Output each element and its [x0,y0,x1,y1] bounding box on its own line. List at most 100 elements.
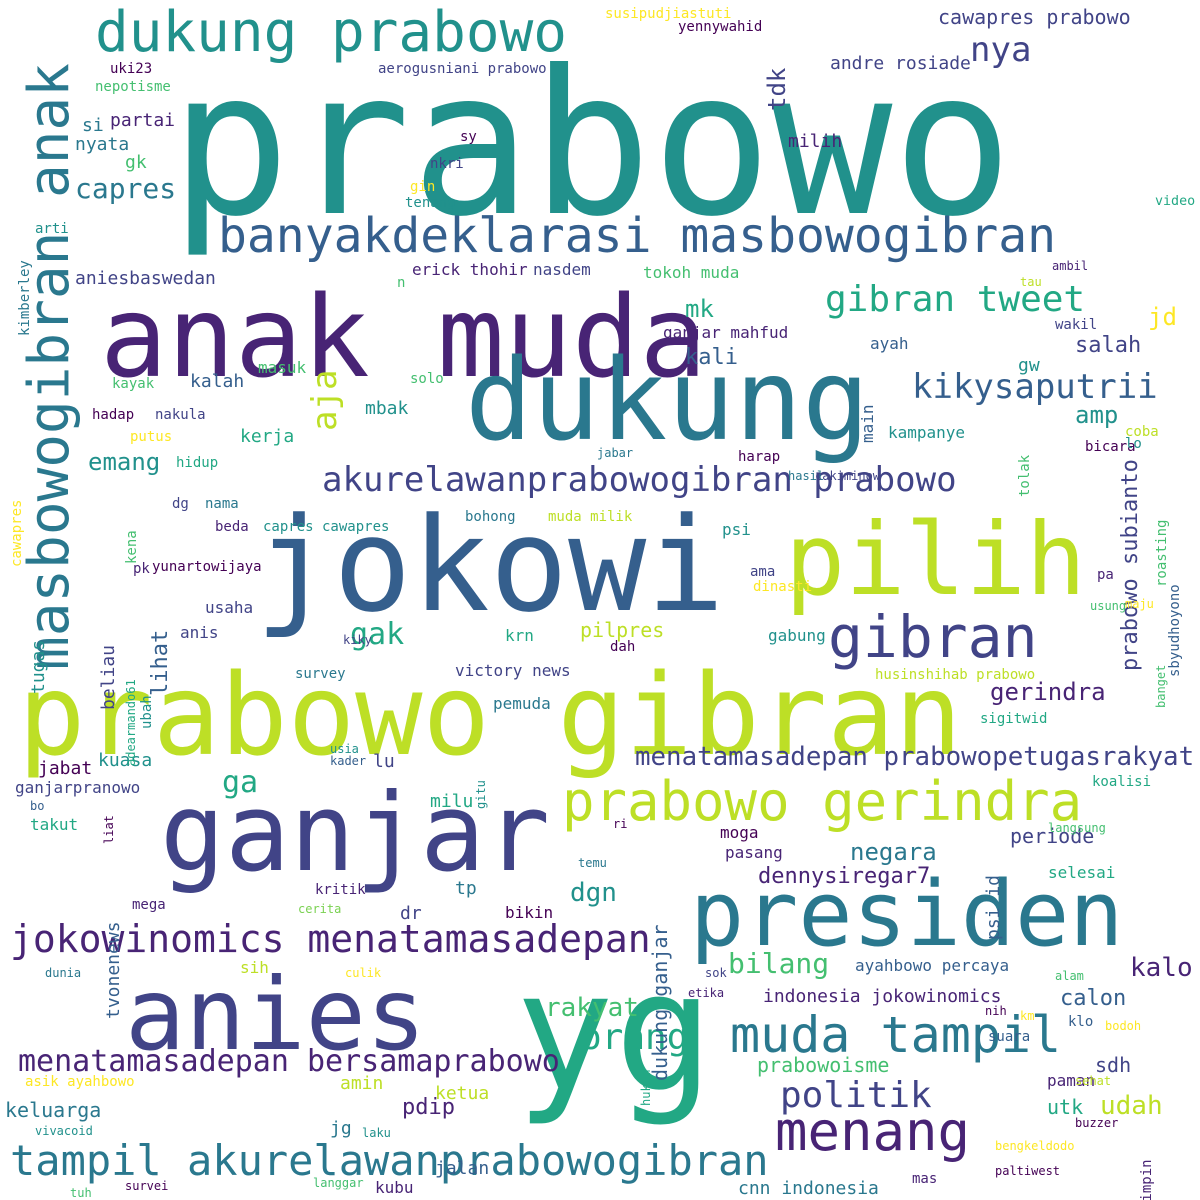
word-pilih: pilih [785,501,1087,618]
word-jalan: jalan [435,1158,490,1179]
word-krn: krn [505,626,534,645]
word-beliau: beliau [98,644,119,710]
word-jd: jd [1148,303,1177,331]
word-partai: partai [110,110,176,131]
word-paman: paman [1047,1071,1096,1090]
word-sok: sok [705,966,727,980]
word-kali: kali [685,345,738,370]
word-kena: kena [124,529,140,564]
word-kikysaputrii: kikysaputrii [912,367,1158,407]
word-tuh: tuh [70,1186,92,1200]
word-nyata: nyata [75,134,130,155]
word-yennywahid: yennywahid [678,19,763,35]
word-ri: ri [613,817,628,831]
word-amp: amp [1075,401,1119,429]
word-bikin: bikin [505,903,554,922]
word-si: si [82,115,104,136]
word-gerindra: gerindra [990,678,1106,706]
word-sy: sy [460,129,477,145]
word-kerja: kerja [240,426,295,447]
word-gibran-tweet: gibran tweet [825,279,1086,320]
word-anies: anies [125,956,427,1073]
word-dinasti: dinasti [753,579,813,595]
word-gitu: gitu [474,779,488,809]
word-dr: dr [400,903,422,924]
word-milu: milu [430,791,474,812]
word-suara: suara [988,1029,1031,1045]
word-nama: nama [205,496,239,512]
word-etika: etika [688,986,725,1000]
word-ganjar-mahfud: ganjar mahfud [663,323,789,342]
word-menatamasadepan-bersamaprabowo: menatamasadepan bersamaprabowo [18,1044,560,1079]
word-ayah: ayah [870,334,909,353]
word-pilpres: pilpres [580,618,665,642]
word-culik: culik [345,966,382,980]
word-koalisi: koalisi [1092,774,1152,790]
word-ga: ga [222,765,259,800]
word-salah: salah [1075,333,1142,358]
word-yg: yg [515,936,714,1128]
word-prabowoisme: prabowoisme [757,1053,890,1077]
word-bicara: bicara [1085,439,1136,455]
word-udah: udah [1100,1091,1163,1121]
word-anak-muda: anak muda [100,273,707,403]
word-prabowo: prabowo [170,28,1013,261]
word-keluarga: keluarga [5,1098,102,1122]
word-nasdem: nasdem [533,260,591,279]
word-dukung-prabowo: dukung prabowo [95,0,568,65]
word-orang: orang [580,1017,689,1058]
word-dg: dg [172,496,189,512]
word-cawapres-prabowo: cawapres prabowo [938,5,1131,29]
word-uki23: uki23 [110,61,153,77]
word-km: km [1020,1009,1035,1023]
word-harap: harap [738,449,781,465]
word-prabowo-subianto: prabowo subianto [1118,459,1143,672]
word-nih: nih [985,1004,1007,1018]
word-maju: maju [1125,597,1154,611]
word-banget: banget [1154,664,1168,709]
word-laku: laku [362,1126,391,1140]
word-cakiminow: cakiminow [815,469,881,483]
word-muda-tampil: muda tampil [730,1006,1062,1064]
word-mbak: mbak [365,398,409,419]
word-kampanye: kampanye [888,423,966,442]
word-milih: milih [788,131,843,152]
word-bodoh: bodoh [1105,1019,1142,1033]
word-emang: emang [88,448,161,476]
word-tvonenews: tvonenews [103,921,124,1020]
word-utk: utk [1047,1095,1084,1119]
word-buzzer: buzzer [1075,1116,1119,1130]
word-kalah: kalah [190,371,245,392]
word-kader: kader [330,754,367,768]
word-nakula: nakula [155,407,206,423]
word-yunartowijaya: yunartowijaya [152,559,262,575]
word-hasil: hasil [788,469,825,483]
word-muda-milik: muda milik [548,509,633,525]
word-amin: amin [340,1073,384,1094]
word-main: main [858,404,877,444]
word-aniesbaswedan: aniesbaswedan [75,268,216,289]
word-bohong: bohong [465,509,516,525]
word-gk: gk [125,152,147,173]
word-lo: lo [1125,436,1142,452]
word-nkri: nkri [430,156,464,172]
word-gibran: gibran [828,603,1038,671]
word-usaha: usaha [205,598,254,617]
word-capres: capres [75,172,177,205]
word-asik-ayahbowo: asik ayahbowo [25,1074,135,1090]
word-gin: gin [410,179,436,195]
word-langsung: langsung [1048,821,1106,835]
word-ama: ama [750,564,776,580]
word-nepotisme: nepotisme [95,79,171,95]
word-sigitwid: sigitwid [980,711,1048,727]
word-mk: mk [685,295,714,323]
word-ketua: ketua [435,1083,490,1104]
word-ganjarpranowo: ganjarpranowo [15,778,141,797]
word-jokowi: jokowi [255,489,725,641]
word-banyakdeklarasi-masbowogibran: banyakdeklarasi masbowogibran [218,208,1057,264]
word-politik: politik [780,1075,932,1116]
word-putus: putus [130,429,173,445]
word-usia: usia [330,742,359,756]
word-dunia: dunia [45,966,82,980]
word-kayak: kayak [112,376,155,392]
